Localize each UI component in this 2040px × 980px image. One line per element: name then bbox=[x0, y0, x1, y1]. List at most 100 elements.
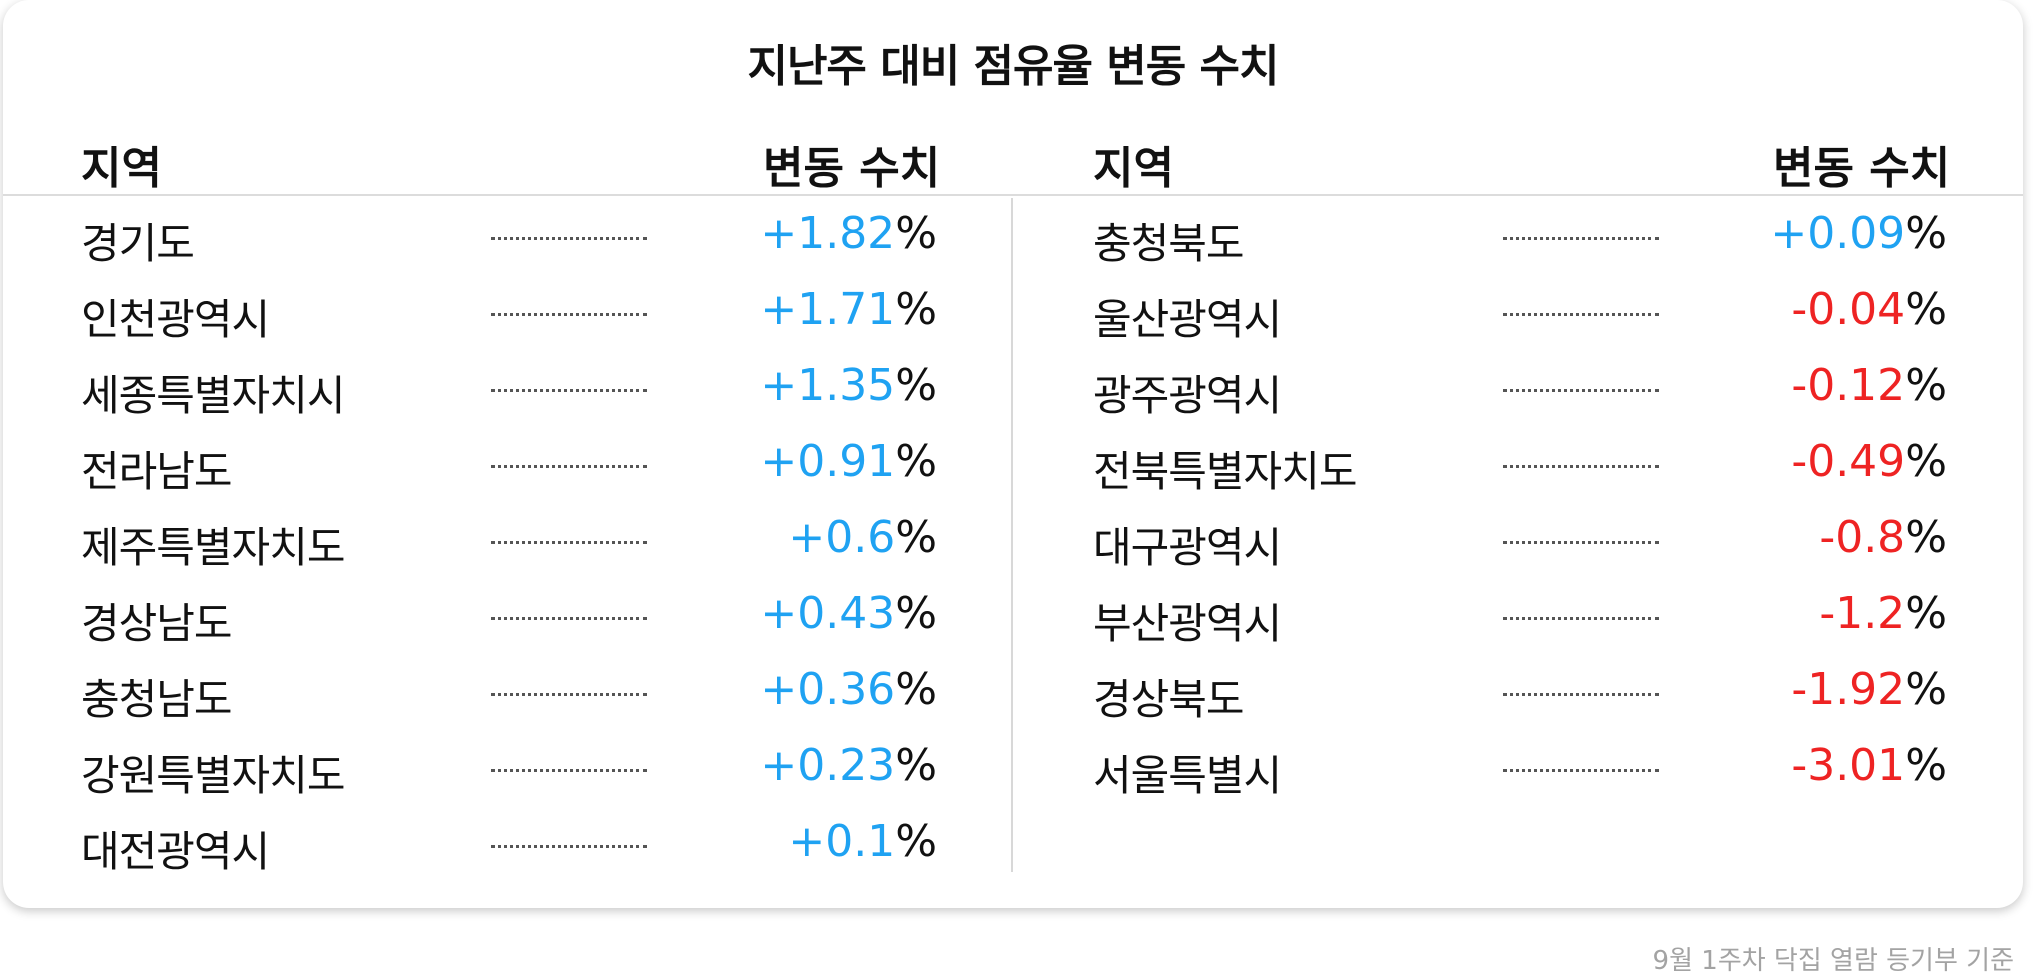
dotted-leader bbox=[491, 313, 647, 316]
table-row: 전라남도 +0.91% bbox=[81, 430, 937, 506]
header-region-right: 지역 bbox=[1093, 143, 1174, 194]
table-row: 강원특별자치도 +0.23% bbox=[81, 734, 937, 810]
region-name: 제주특별자치도 bbox=[81, 523, 345, 572]
change-value: -3.01% bbox=[1791, 740, 1947, 791]
percent-sign: % bbox=[1905, 588, 1947, 639]
percent-sign: % bbox=[1905, 512, 1947, 563]
region-name: 인천광역시 bbox=[81, 295, 270, 344]
change-value: -0.8% bbox=[1819, 512, 1947, 563]
source-footnote: 9월 1주차 닥집 열람 등기부 기준 bbox=[1652, 946, 2014, 976]
region-name: 충청북도 bbox=[1093, 219, 1245, 268]
change-number: +0.23 bbox=[760, 740, 896, 791]
change-value: -0.49% bbox=[1791, 436, 1947, 487]
region-name: 경상남도 bbox=[81, 599, 233, 648]
region-name: 세종특별자치시 bbox=[81, 371, 345, 420]
dotted-leader bbox=[1503, 237, 1659, 240]
change-number: +0.43 bbox=[760, 588, 896, 639]
table-row: 전북특별자치도 -0.49% bbox=[1093, 430, 1947, 506]
header-change-right: 변동 수치 bbox=[1773, 143, 1951, 194]
change-number: +0.91 bbox=[760, 436, 896, 487]
percent-sign: % bbox=[1905, 436, 1947, 487]
percent-sign: % bbox=[895, 816, 937, 867]
region-name: 광주광역시 bbox=[1093, 371, 1282, 420]
dotted-leader bbox=[491, 389, 647, 392]
percent-sign: % bbox=[1905, 208, 1947, 259]
header-region-left: 지역 bbox=[81, 143, 162, 194]
table-row: 광주광역시 -0.12% bbox=[1093, 354, 1947, 430]
change-value: +1.71% bbox=[760, 284, 937, 335]
change-value: +1.35% bbox=[760, 360, 937, 411]
header-divider bbox=[3, 194, 2023, 196]
change-value: +0.09% bbox=[1770, 208, 1947, 259]
region-name: 경기도 bbox=[81, 219, 195, 268]
change-number: -0.49 bbox=[1791, 436, 1906, 487]
percent-sign: % bbox=[895, 208, 937, 259]
dotted-leader bbox=[1503, 541, 1659, 544]
dotted-leader bbox=[1503, 617, 1659, 620]
table-row: 대전광역시 +0.1% bbox=[81, 810, 937, 886]
table-row: 충청북도 +0.09% bbox=[1093, 202, 1947, 278]
table-row: 경기도 +1.82% bbox=[81, 202, 937, 278]
percent-sign: % bbox=[895, 588, 937, 639]
region-name: 전북특별자치도 bbox=[1093, 447, 1357, 496]
percent-sign: % bbox=[1905, 664, 1947, 715]
dotted-leader bbox=[491, 465, 647, 468]
table-row: 서울특별시 -3.01% bbox=[1093, 734, 1947, 810]
change-number: +1.82 bbox=[760, 208, 896, 259]
percent-sign: % bbox=[895, 512, 937, 563]
percent-sign: % bbox=[1905, 284, 1947, 335]
table-row: 부산광역시 -1.2% bbox=[1093, 582, 1947, 658]
dotted-leader bbox=[1503, 389, 1659, 392]
change-value: -0.12% bbox=[1791, 360, 1947, 411]
change-number: +0.09 bbox=[1770, 208, 1906, 259]
change-value: +0.23% bbox=[760, 740, 937, 791]
change-number: -0.8 bbox=[1819, 512, 1906, 563]
percent-sign: % bbox=[895, 360, 937, 411]
table-row: 인천광역시 +1.71% bbox=[81, 278, 937, 354]
change-number: -3.01 bbox=[1791, 740, 1906, 791]
percent-sign: % bbox=[895, 284, 937, 335]
table-row: 대구광역시 -0.8% bbox=[1093, 506, 1947, 582]
percent-sign: % bbox=[895, 664, 937, 715]
change-number: +1.71 bbox=[760, 284, 896, 335]
table-row: 경상남도 +0.43% bbox=[81, 582, 937, 658]
region-name: 서울특별시 bbox=[1093, 751, 1282, 800]
dotted-leader bbox=[491, 769, 647, 772]
table-title: 지난주 대비 점유율 변동 수치 bbox=[747, 41, 1279, 92]
region-name: 울산광역시 bbox=[1093, 295, 1282, 344]
percent-sign: % bbox=[895, 436, 937, 487]
dotted-leader bbox=[491, 845, 647, 848]
region-name: 대전광역시 bbox=[81, 827, 270, 876]
change-number: +0.36 bbox=[760, 664, 896, 715]
dotted-leader bbox=[1503, 693, 1659, 696]
dotted-leader bbox=[491, 237, 647, 240]
column-divider bbox=[1011, 198, 1013, 872]
dotted-leader bbox=[491, 693, 647, 696]
change-number: +0.6 bbox=[788, 512, 896, 563]
table-row: 경상북도 -1.92% bbox=[1093, 658, 1947, 734]
dotted-leader bbox=[491, 541, 647, 544]
change-value: +0.43% bbox=[760, 588, 937, 639]
percent-sign: % bbox=[1905, 360, 1947, 411]
table-row: 세종특별자치시 +1.35% bbox=[81, 354, 937, 430]
change-value: -1.92% bbox=[1791, 664, 1947, 715]
region-name: 전라남도 bbox=[81, 447, 233, 496]
change-value: +0.6% bbox=[788, 512, 937, 563]
change-number: -0.12 bbox=[1791, 360, 1906, 411]
change-number: -1.92 bbox=[1791, 664, 1906, 715]
change-value: +0.91% bbox=[760, 436, 937, 487]
region-name: 대구광역시 bbox=[1093, 523, 1282, 572]
region-name: 강원특별자치도 bbox=[81, 751, 345, 800]
table-row: 제주특별자치도 +0.6% bbox=[81, 506, 937, 582]
dotted-leader bbox=[1503, 465, 1659, 468]
percent-sign: % bbox=[895, 740, 937, 791]
change-number: +0.1 bbox=[788, 816, 896, 867]
change-value: +0.1% bbox=[788, 816, 937, 867]
change-value: -0.04% bbox=[1791, 284, 1947, 335]
change-value: -1.2% bbox=[1819, 588, 1947, 639]
region-name: 충청남도 bbox=[81, 675, 233, 724]
change-value: +1.82% bbox=[760, 208, 937, 259]
dotted-leader bbox=[1503, 769, 1659, 772]
dotted-leader bbox=[491, 617, 647, 620]
change-value: +0.36% bbox=[760, 664, 937, 715]
